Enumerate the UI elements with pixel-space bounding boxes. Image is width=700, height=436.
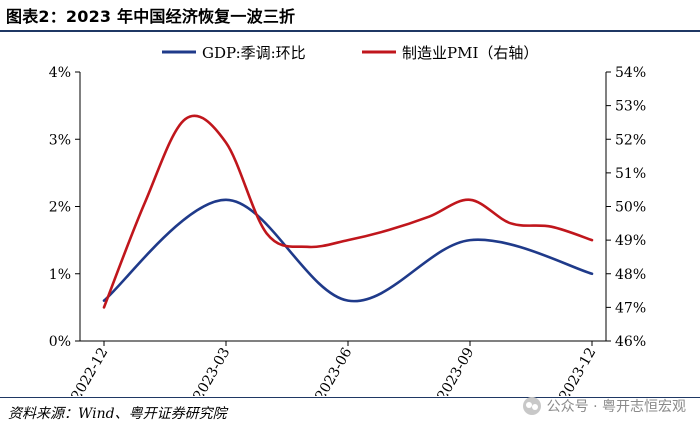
wechat-icon xyxy=(522,397,541,415)
left-tick-label: 0% xyxy=(49,334,71,350)
line-chart: GDP:季调:环比 制造业PMI（右轴） 0% 1% 2% 3% 4% 46% 47% 48%… xyxy=(49,44,646,396)
chart-legend: GDP:季调:环比 制造业PMI（右轴） xyxy=(162,44,538,62)
left-tick-label: 2% xyxy=(49,200,71,216)
right-tick-label: 49% xyxy=(615,233,646,249)
right-tick-label: 47% xyxy=(615,300,646,316)
legend-label-gdp: GDP:季调:环比 xyxy=(202,44,306,62)
gdp-series-line xyxy=(102,198,594,303)
right-tick-label: 48% xyxy=(615,267,646,283)
x-tick-label: 2022-12 xyxy=(69,345,112,396)
left-tick-label: 1% xyxy=(49,267,71,283)
right-tick-label: 54% xyxy=(615,65,646,81)
x-tick-label: 2023-09 xyxy=(435,345,478,396)
figure-title: 图表2：2023 年中国经济恢复一波三折 xyxy=(6,7,296,26)
left-tick-label: 3% xyxy=(49,132,71,148)
source-note: 资料来源：Wind、粤开证券研究院 xyxy=(8,406,227,422)
x-tick-label: 2023-12 xyxy=(557,345,600,396)
x-tick-label: 2023-06 xyxy=(313,345,356,396)
right-tick-label: 52% xyxy=(615,132,646,148)
title-divider xyxy=(0,30,700,32)
right-tick-label: 51% xyxy=(615,166,646,182)
watermark-text: 公众号 · 粤开志恒宏观 xyxy=(546,399,686,415)
x-tick-label: 2023-03 xyxy=(191,345,234,396)
pmi-series-line xyxy=(102,114,594,309)
right-tick-label: 50% xyxy=(615,200,646,216)
footer-divider xyxy=(0,397,700,398)
left-tick-label: 4% xyxy=(49,65,71,81)
watermark: 公众号 · 粤开志恒宏观 xyxy=(522,396,686,416)
right-tick-label: 53% xyxy=(615,99,646,115)
right-tick-label: 46% xyxy=(615,334,646,350)
legend-label-pmi: 制造业PMI（右轴） xyxy=(402,44,538,62)
